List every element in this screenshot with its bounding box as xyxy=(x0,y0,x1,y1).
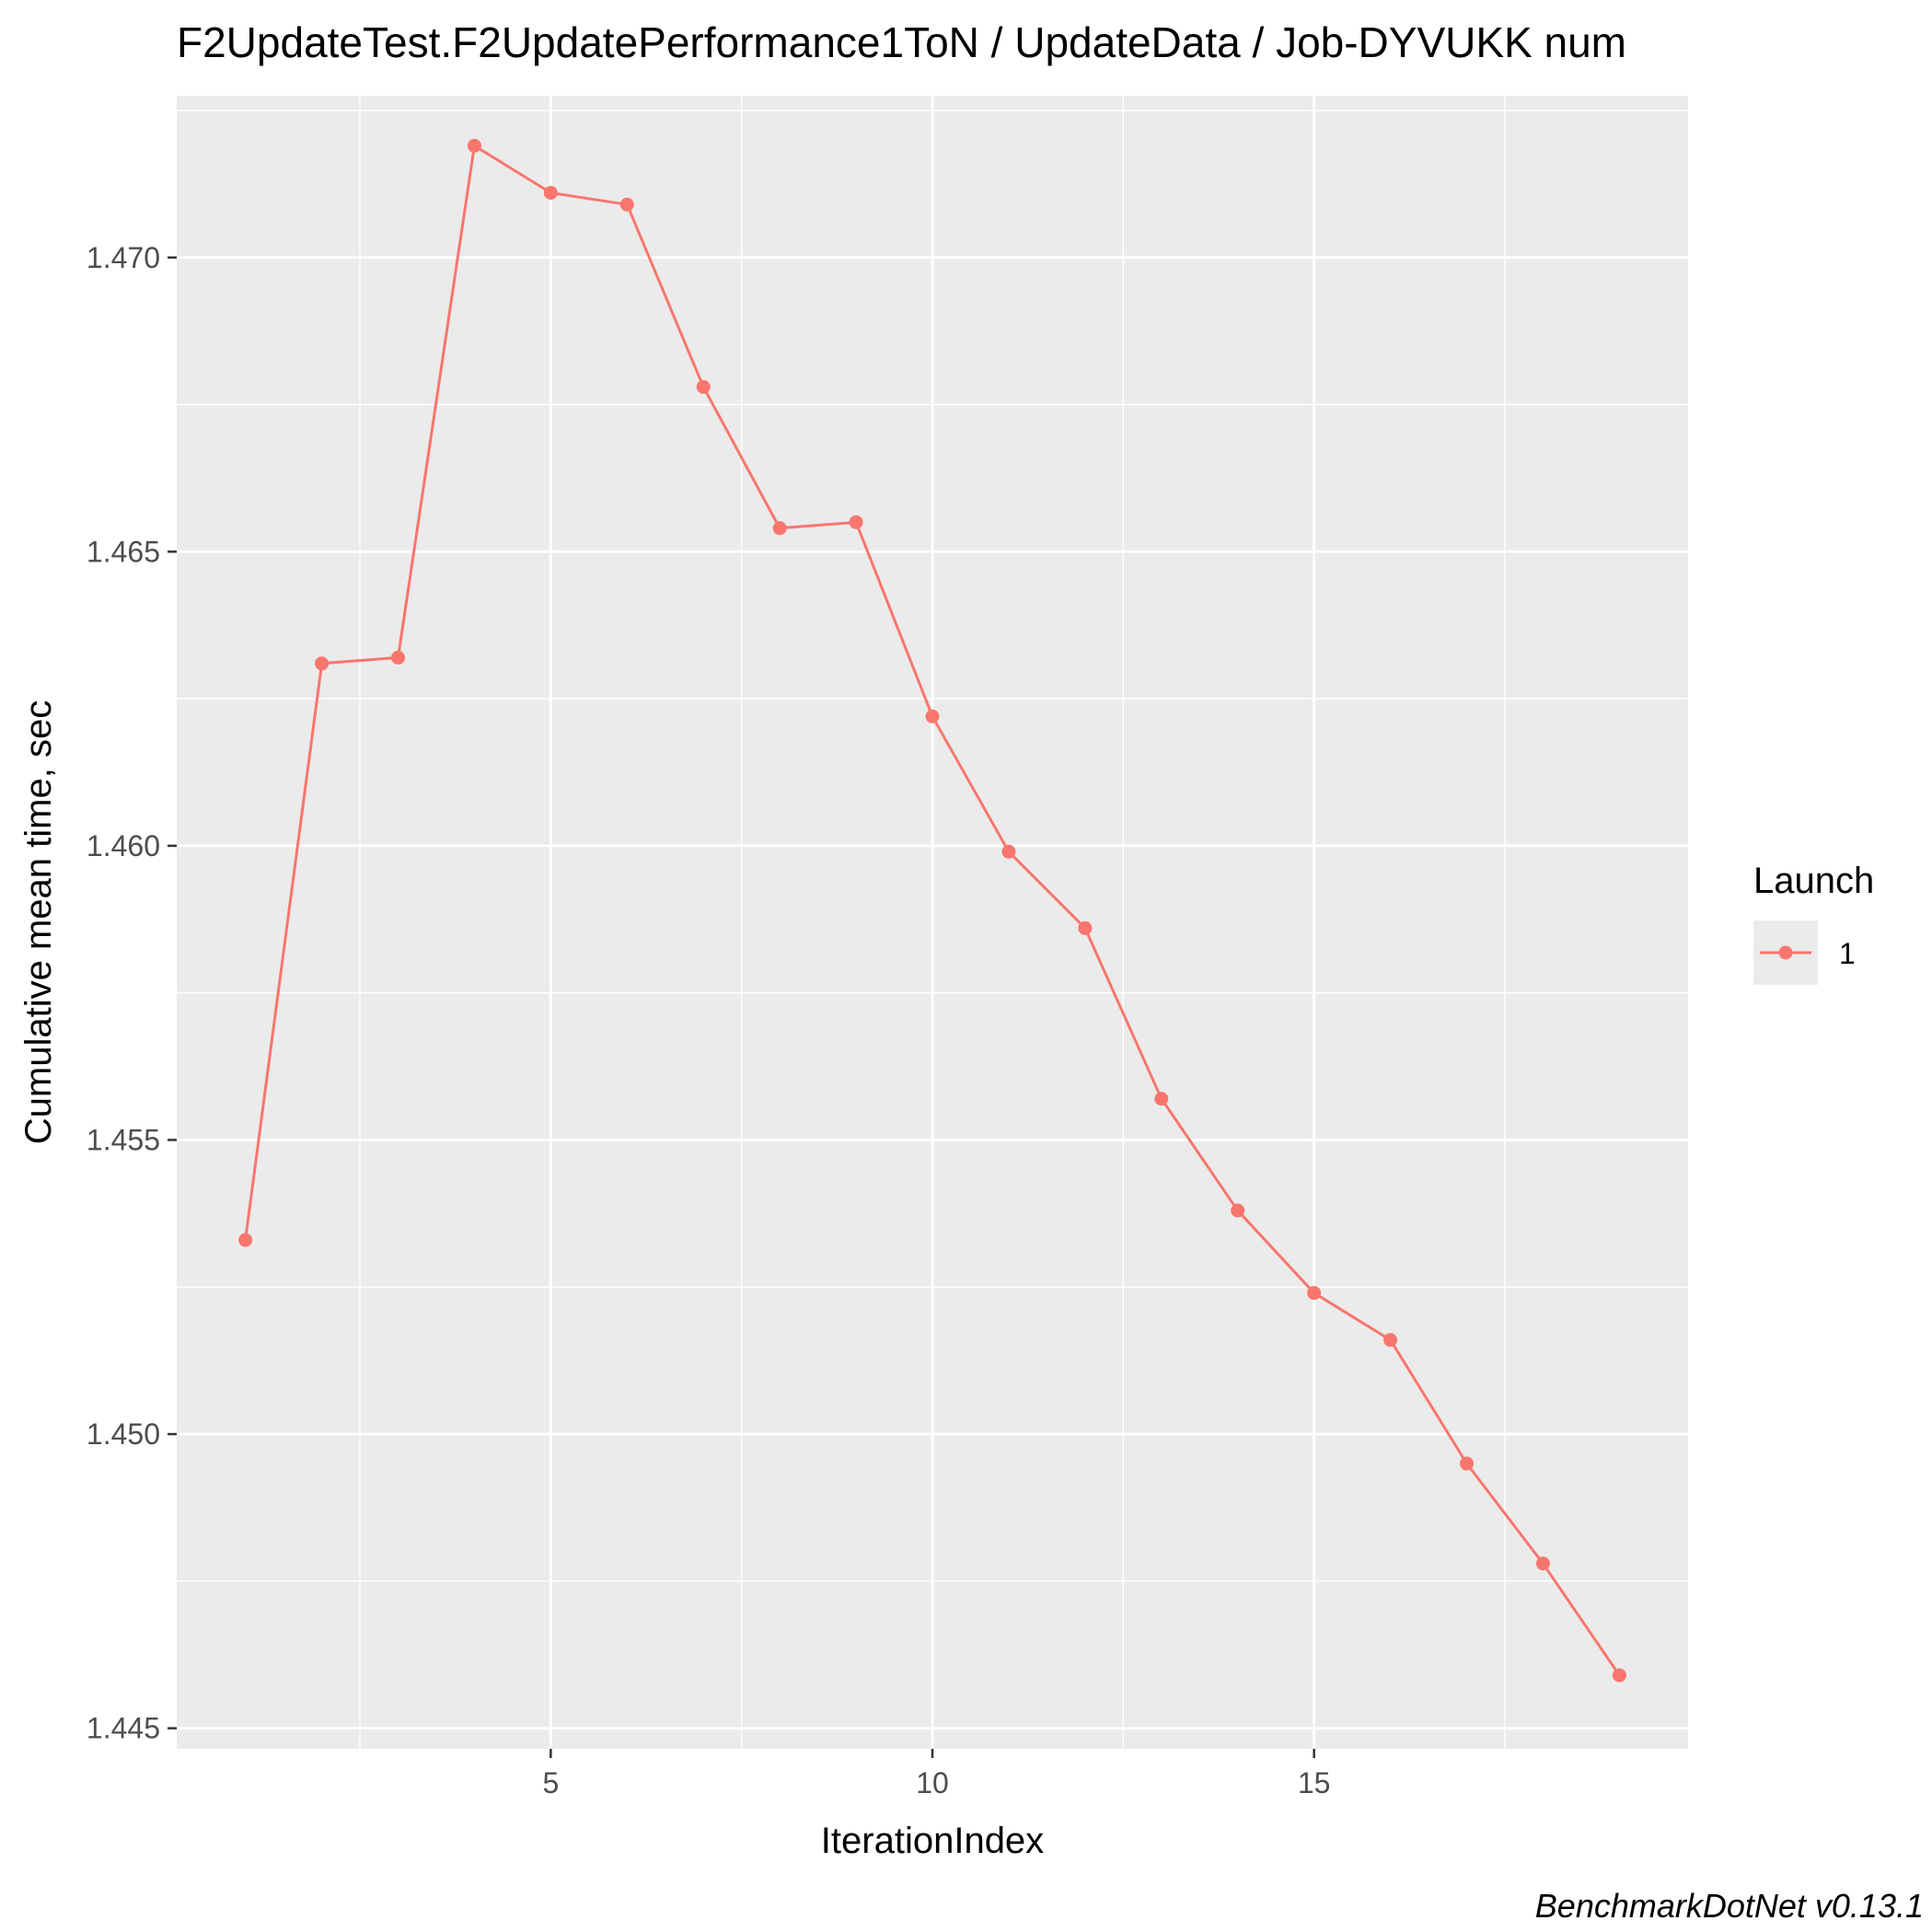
data-point xyxy=(1383,1333,1398,1348)
series-points xyxy=(238,138,1626,1683)
legend-entries: 1 xyxy=(1753,920,1856,985)
x-axis-title: IterationIndex xyxy=(821,1821,1044,1861)
data-point xyxy=(849,515,863,529)
y-tick-label: 1.460 xyxy=(87,829,160,862)
data-point xyxy=(925,709,940,723)
x-tick-label: 15 xyxy=(1298,1766,1331,1799)
caption: BenchmarkDotNet v0.13.1 xyxy=(1535,1887,1924,1925)
legend: Launch 1 xyxy=(1753,861,1874,985)
y-tick-label: 1.455 xyxy=(87,1123,160,1156)
data-point xyxy=(467,138,481,153)
legend-title: Launch xyxy=(1753,861,1874,901)
y-axis-title: Cumulative mean time, sec xyxy=(18,700,59,1144)
x-tick-label: 5 xyxy=(542,1766,559,1799)
chart-title: F2UpdateTest.F2UpdatePerformance1ToN / U… xyxy=(177,18,1626,66)
data-point xyxy=(1612,1668,1626,1683)
data-point xyxy=(1535,1556,1550,1571)
data-point xyxy=(696,379,711,394)
data-point xyxy=(1231,1203,1245,1218)
data-point xyxy=(1078,920,1093,935)
data-point xyxy=(772,521,787,536)
y-tick-label: 1.470 xyxy=(87,241,160,274)
data-point xyxy=(543,185,558,200)
data-point xyxy=(1307,1286,1322,1301)
x-tick-label: 10 xyxy=(916,1766,949,1799)
data-point xyxy=(238,1232,253,1247)
axis-ticks: 5 10 15 1.445 1.450 1.455 1.460 1.465 1.470 xyxy=(87,241,1331,1799)
data-point xyxy=(1460,1456,1475,1471)
y-tick-label: 1.465 xyxy=(87,535,160,568)
data-point xyxy=(1001,844,1016,859)
data-point xyxy=(390,650,405,665)
data-point xyxy=(619,197,634,212)
data-point xyxy=(315,656,330,671)
y-tick-label: 1.450 xyxy=(87,1417,160,1451)
grid-lines xyxy=(177,96,1688,1749)
data-point xyxy=(1154,1092,1169,1106)
legend-label: 1 xyxy=(1839,937,1856,970)
legend-key-point xyxy=(1778,945,1793,960)
y-tick-label: 1.445 xyxy=(87,1712,160,1745)
